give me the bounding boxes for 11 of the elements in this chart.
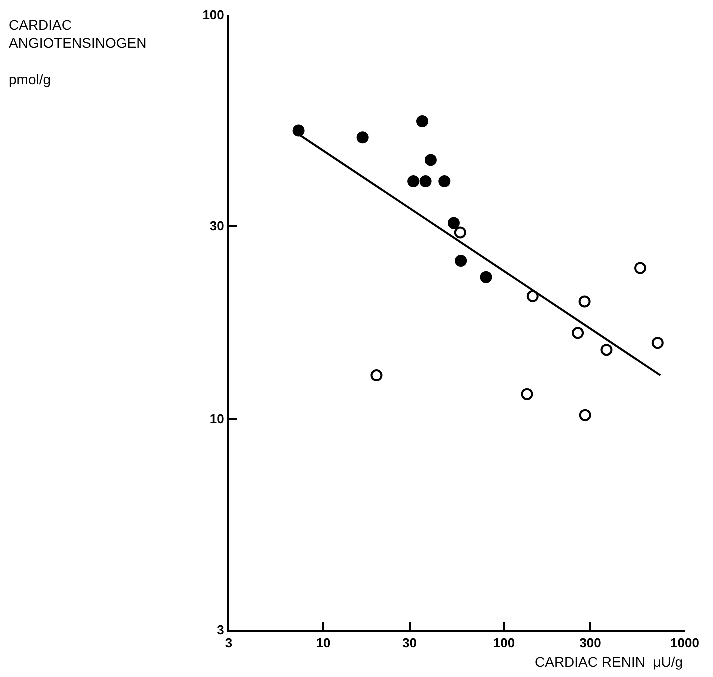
text: CARDIAC ANGIOTENSINOGEN pmol/g xyxy=(9,17,147,88)
y-tick-label: 3 xyxy=(217,622,224,638)
x-axis-title: CARDIAC RENIN μU/g xyxy=(535,654,684,670)
x-tick-label: 30 xyxy=(402,636,417,651)
x-tick-label: 300 xyxy=(580,636,602,651)
x-tick-label: 10 xyxy=(316,636,331,651)
x-tick-label: 1000 xyxy=(670,636,700,651)
x-tick-label: 100 xyxy=(493,636,516,651)
y-tick-label: 100 xyxy=(202,8,224,23)
y-tick-label: 10 xyxy=(210,411,224,426)
y-tick-label: 30 xyxy=(210,218,224,234)
